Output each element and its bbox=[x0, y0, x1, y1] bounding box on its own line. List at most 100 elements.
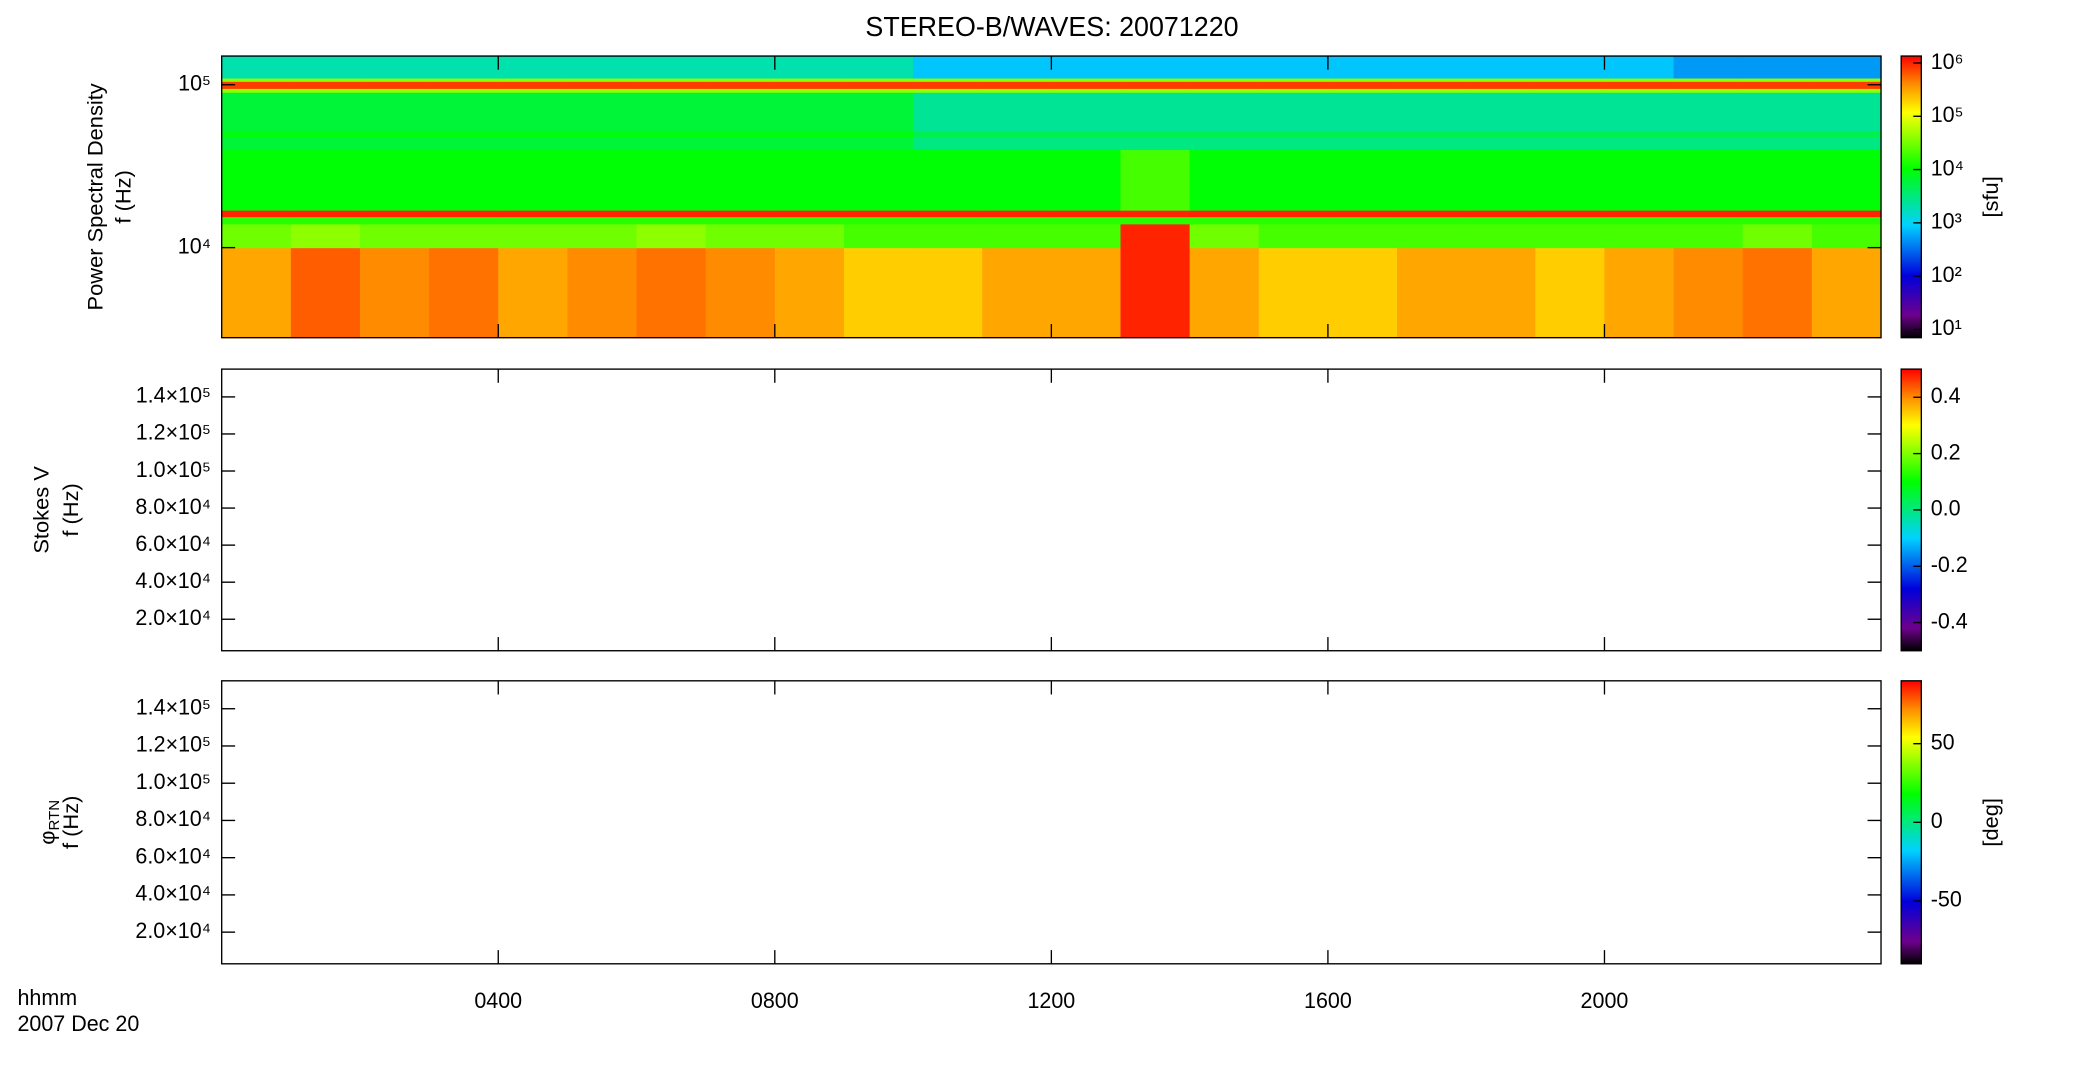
spectrogram-cell bbox=[1120, 77, 1191, 82]
spectrogram-cell bbox=[636, 216, 707, 225]
spectrogram-cell bbox=[705, 136, 776, 151]
spectrogram-cell bbox=[774, 149, 845, 211]
spectrogram-cell bbox=[1742, 88, 1813, 93]
spectrogram-cell bbox=[1466, 88, 1536, 93]
spectrogram-cell bbox=[1258, 56, 1329, 79]
spectrogram-cell bbox=[221, 210, 292, 218]
colorbar bbox=[1901, 369, 1922, 651]
spectrogram-cell bbox=[774, 136, 845, 151]
spectrogram-cell bbox=[498, 149, 568, 211]
colorbar bbox=[1901, 680, 1922, 964]
spectrogram-cell bbox=[359, 223, 430, 249]
spectrogram-cell bbox=[774, 247, 845, 339]
spectrogram-cell bbox=[359, 210, 430, 218]
spectrogram-cell bbox=[1742, 149, 1813, 211]
colorbar-label: [sfu] bbox=[1978, 176, 2003, 217]
spectrogram-cell bbox=[359, 92, 430, 132]
spectrogram-cell bbox=[1397, 77, 1467, 82]
spectrogram-cell bbox=[913, 77, 983, 82]
y-tick-label: 6.0×10⁴ bbox=[135, 843, 211, 868]
spectrogram-cell bbox=[913, 223, 983, 249]
spectrogram-cell bbox=[290, 81, 361, 89]
spectrogram-cell bbox=[1811, 149, 1882, 211]
colorbar-tick-label: 10⁵ bbox=[1931, 102, 1964, 127]
spectrogram-cell bbox=[982, 247, 1052, 339]
spectrogram-cell bbox=[1397, 149, 1467, 211]
spectrogram-cell bbox=[982, 149, 1052, 211]
x-tick-label: 1600 bbox=[1304, 988, 1352, 1013]
colorbar-tick-label: -0.2 bbox=[1931, 552, 1968, 577]
spectrogram-cell bbox=[498, 92, 568, 132]
colorbar bbox=[1901, 56, 1922, 338]
spectrogram-cell bbox=[567, 77, 638, 82]
spectrogram-cell bbox=[221, 81, 292, 89]
spectrogram-cell bbox=[1189, 77, 1260, 82]
spectrogram-cell bbox=[774, 223, 845, 249]
spectrogram-cell bbox=[290, 149, 361, 211]
spectrogram-cell bbox=[359, 81, 430, 89]
spectrogram-cell bbox=[774, 216, 845, 225]
spectrogram-cell bbox=[1397, 88, 1467, 93]
y-tick-label: 2.0×10⁴ bbox=[135, 605, 211, 630]
spectrogram-cell bbox=[1811, 130, 1882, 138]
spectrogram-cell bbox=[1604, 92, 1675, 132]
spectrogram-cell bbox=[498, 81, 568, 89]
spectrogram-cell bbox=[567, 136, 638, 151]
spectrogram-cell bbox=[429, 92, 499, 132]
spectrogram-cell bbox=[1327, 136, 1398, 151]
spectrogram-cell bbox=[774, 88, 845, 93]
spectrogram-cell bbox=[1466, 247, 1536, 339]
spectrogram-cell bbox=[1397, 81, 1467, 89]
spectrogram-cell bbox=[913, 56, 983, 79]
y-tick-label: 1.4×10⁵ bbox=[136, 383, 211, 408]
spectrogram-cell bbox=[982, 92, 1052, 132]
spectrogram-cell bbox=[705, 88, 776, 93]
spectrogram-cell bbox=[429, 210, 499, 218]
spectrogram-cell bbox=[498, 223, 568, 249]
spectrogram-cell bbox=[774, 81, 845, 89]
y-axis-symbol: φ bbox=[34, 831, 59, 845]
spectrogram-cell bbox=[636, 149, 707, 211]
spectrogram-cell bbox=[1604, 223, 1675, 249]
spectrogram-cell bbox=[913, 247, 983, 339]
spectrogram-cell bbox=[843, 210, 914, 218]
spectrogram-cell bbox=[567, 56, 638, 79]
spectrogram-cell bbox=[1604, 88, 1675, 93]
spectrogram-cell bbox=[982, 216, 1052, 225]
y-axis-label: Power Spectral Density bbox=[83, 83, 108, 310]
spectrogram-cell bbox=[774, 77, 845, 82]
colorbar-tick-label: 0 bbox=[1931, 808, 1943, 833]
spectrogram-cell bbox=[1327, 149, 1398, 211]
spectrogram-cell bbox=[1051, 223, 1122, 249]
spectrogram-cell bbox=[429, 130, 499, 138]
spectrogram-cell bbox=[290, 88, 361, 93]
y-tick-label: 10⁴ bbox=[178, 233, 211, 258]
y-tick-label: 1.2×10⁵ bbox=[136, 420, 211, 445]
spectrogram-cell bbox=[1051, 247, 1122, 339]
spectrogram-cell bbox=[1397, 223, 1467, 249]
spectrogram-cell bbox=[705, 130, 776, 138]
x-axis-date: 2007 Dec 20 bbox=[17, 1011, 139, 1036]
spectrogram-cell bbox=[705, 81, 776, 89]
spectrogram-cell bbox=[1604, 81, 1675, 89]
spectrogram-cell bbox=[290, 92, 361, 132]
spectrogram-cell bbox=[1673, 81, 1744, 89]
spectrogram-cell bbox=[1535, 136, 1606, 151]
spectrogram-cell bbox=[567, 88, 638, 93]
colorbar-tick-label: 10² bbox=[1931, 262, 1962, 287]
spectrogram-cell bbox=[1189, 56, 1260, 79]
y-axis-unit: f (Hz) bbox=[58, 796, 83, 849]
colorbar-tick-label: 0.0 bbox=[1931, 496, 1961, 521]
spectrogram-cell bbox=[221, 149, 292, 211]
spectrogram-cell bbox=[843, 149, 914, 211]
spectrogram-cell bbox=[1189, 88, 1260, 93]
spectrogram-cell bbox=[1120, 136, 1191, 151]
spectrogram-cell bbox=[1673, 216, 1744, 225]
spectrogram-cell bbox=[359, 136, 430, 151]
spectrogram-cell bbox=[567, 81, 638, 89]
spectrogram-cell bbox=[1397, 216, 1467, 225]
y-tick-label: 6.0×10⁴ bbox=[135, 531, 211, 556]
spectrogram-cell bbox=[567, 216, 638, 225]
